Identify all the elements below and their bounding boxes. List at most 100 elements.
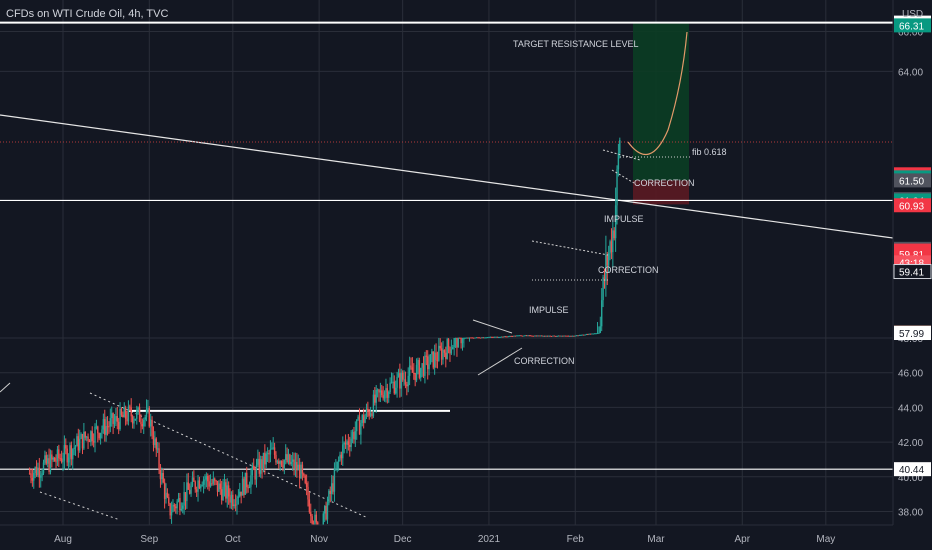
candle: [411, 357, 414, 373]
candle: [388, 390, 390, 403]
y-tick-label: 46.00: [898, 369, 923, 380]
candle: [459, 337, 461, 339]
candle: [59, 453, 61, 462]
candle: [272, 437, 274, 450]
candle: [432, 351, 434, 370]
y-tick-label: 38.00: [898, 508, 923, 519]
candle: [34, 466, 36, 479]
candle: [208, 474, 210, 492]
candle: [209, 474, 212, 488]
candle: [234, 494, 237, 512]
candle: [276, 459, 279, 464]
candle: [361, 414, 363, 427]
candle: [194, 480, 196, 493]
candle: [264, 444, 266, 475]
channel-lower[interactable]: [39, 491, 121, 521]
candle: [354, 421, 357, 448]
left-edge-trend[interactable]: [0, 382, 11, 393]
x-tick-label: Sep: [140, 534, 158, 545]
candle: [607, 245, 610, 273]
flag-lower-1[interactable]: [477, 347, 523, 376]
candle: [31, 468, 34, 487]
flag-lower-3[interactable]: [611, 169, 635, 184]
candle: [120, 407, 123, 417]
candle: [261, 455, 263, 479]
candle: [116, 406, 118, 430]
candle: [336, 461, 338, 473]
candle: [133, 416, 135, 429]
svg-text:43:18: 43:18: [899, 258, 924, 269]
candle: [138, 403, 141, 423]
candle: [305, 474, 308, 496]
candle: [424, 351, 426, 384]
candle: [169, 502, 171, 520]
candle: [259, 455, 262, 478]
candle: [79, 429, 81, 453]
candle: [119, 402, 121, 431]
flag-upper-1[interactable]: [472, 319, 513, 334]
candle: [439, 338, 441, 351]
candle: [453, 337, 455, 356]
candle: [582, 334, 585, 336]
candle: [129, 404, 131, 412]
candle: [49, 449, 52, 475]
candle: [433, 344, 436, 375]
candle: [104, 409, 106, 442]
pattern-drawings[interactable]: [0, 31, 690, 393]
candle: [163, 478, 166, 509]
candle: [541, 335, 543, 337]
candle: [471, 337, 473, 339]
candle: [337, 456, 340, 471]
candle: [294, 452, 297, 477]
candle: [356, 419, 358, 440]
candle: [310, 503, 312, 524]
candle: [481, 337, 483, 339]
candle: [486, 337, 489, 339]
candle: [202, 476, 205, 494]
candle: [265, 451, 267, 469]
time-axis-panel[interactable]: [0, 525, 893, 550]
svg-text:59.41: 59.41: [899, 268, 924, 279]
projection-curve[interactable]: [627, 31, 688, 156]
candle: [578, 334, 581, 336]
candle: [383, 390, 386, 402]
candle: [534, 335, 536, 337]
y-tick-label: 40.00: [898, 473, 923, 484]
flag-upper-2[interactable]: [531, 240, 609, 256]
candle: [386, 383, 389, 404]
candle: [253, 458, 255, 471]
candle: [552, 335, 554, 337]
candle: [38, 457, 41, 488]
candle: [273, 442, 276, 459]
svg-text:40.44: 40.44: [899, 465, 924, 476]
candle: [134, 418, 137, 421]
annotation-label: TARGET RESISTANCE LEVEL: [513, 39, 639, 49]
candle: [65, 438, 67, 455]
candle: [472, 337, 475, 339]
candle: [365, 403, 368, 420]
candle: [74, 444, 77, 456]
candle: [410, 357, 412, 370]
candle: [182, 502, 184, 514]
candle: [148, 406, 151, 428]
candle: [555, 335, 557, 337]
candle: [211, 478, 213, 486]
candle: [413, 363, 415, 380]
candle: [543, 335, 546, 337]
price-badge: 59.41: [893, 264, 932, 280]
annotation-label: CORRECTION: [634, 178, 695, 188]
candle: [173, 503, 176, 512]
candle: [446, 337, 448, 360]
candle: [154, 431, 156, 448]
candle: [30, 468, 32, 484]
candle: [536, 335, 539, 337]
time-axis[interactable]: Aug Sep Oct Nov Dec 2021 Feb Mar Apr May: [54, 534, 835, 545]
candle: [362, 408, 365, 429]
long-trendline[interactable]: [0, 114, 894, 239]
candle: [168, 493, 170, 506]
candle: [431, 348, 433, 363]
x-tick-label: Feb: [567, 534, 585, 545]
candle: [45, 451, 47, 466]
candle: [315, 511, 318, 526]
